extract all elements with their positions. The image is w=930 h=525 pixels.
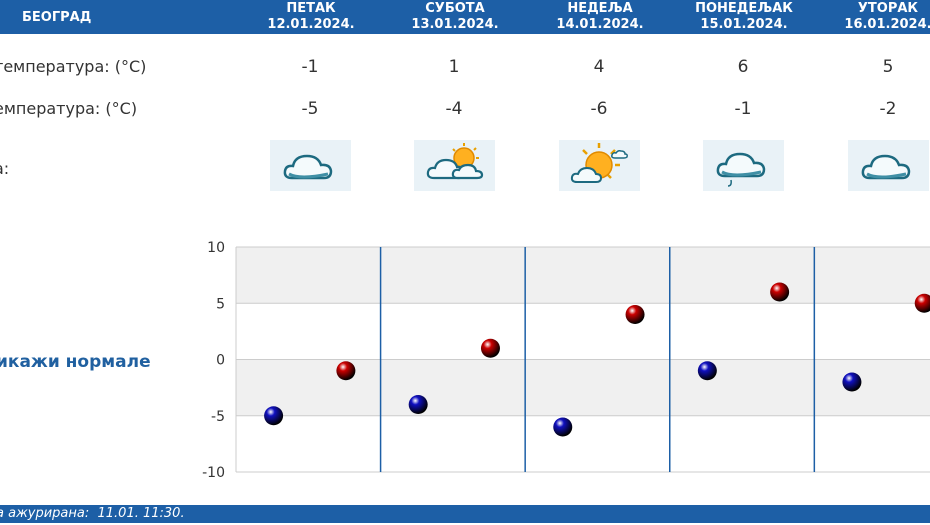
sunny-icon bbox=[559, 140, 640, 191]
day-header-4: ПОНЕДЕЉАК 15.01.2024. bbox=[669, 1, 819, 33]
cloud-drizzle-icon bbox=[703, 140, 784, 191]
max-temp-value: 5 bbox=[882, 57, 894, 77]
cloud-icon bbox=[848, 140, 929, 191]
min-temp-label: емпература: (°C) bbox=[0, 99, 138, 118]
temperature-chart: 10 5 0 -5 -10 bbox=[202, 240, 930, 480]
min-temp-value: -6 bbox=[590, 99, 608, 119]
day-name: УТОРАК bbox=[857, 1, 919, 16]
day-name: ПЕТАК bbox=[286, 1, 336, 16]
day-date: 15.01.2024. bbox=[700, 17, 788, 32]
day-date: 14.01.2024. bbox=[556, 17, 644, 32]
weather-label: а: bbox=[0, 159, 10, 178]
max-temp-point bbox=[336, 361, 356, 381]
min-temp-value: -2 bbox=[879, 99, 897, 119]
min-temp-point bbox=[842, 372, 862, 392]
footer-bar: а ажурирана: 11.01. 11:30. bbox=[0, 505, 930, 523]
y-tick-label: 5 bbox=[216, 296, 225, 312]
day-name: СУБОТА bbox=[425, 1, 485, 16]
y-tick-label: -5 bbox=[211, 409, 225, 425]
updated-info: а ажурирана: 11.01. 11:30. bbox=[0, 506, 185, 521]
updated-label: а ажурирана: bbox=[0, 506, 90, 521]
updated-value: 11.01. 11:30. bbox=[97, 506, 185, 521]
day-name: НЕДЕЉА bbox=[567, 1, 633, 16]
show-normals-link[interactable]: икажи нормале bbox=[0, 352, 151, 372]
min-temp-point bbox=[408, 395, 428, 414]
max-temp-point bbox=[914, 293, 930, 313]
day-header-5: УТОРАК 16.01.2024. bbox=[813, 1, 930, 33]
y-tick-label: -10 bbox=[202, 465, 225, 480]
day-date: 12.01.2024. bbox=[267, 17, 355, 32]
y-tick-label: 10 bbox=[207, 240, 225, 256]
day-header-1: ПЕТАК 12.01.2024. bbox=[236, 1, 386, 33]
city-title: БЕОГРАД bbox=[22, 10, 92, 25]
max-temp-point bbox=[625, 305, 645, 324]
max-temp-point bbox=[770, 282, 790, 302]
max-temp-value: -1 bbox=[301, 57, 319, 77]
min-temp-point bbox=[553, 417, 573, 437]
day-date: 16.01.2024. bbox=[844, 17, 930, 32]
partly-cloudy-icon bbox=[414, 140, 495, 191]
max-temp-point bbox=[480, 338, 500, 358]
day-date: 13.01.2024. bbox=[411, 17, 499, 32]
day-header-3: НЕДЕЉА 14.01.2024. bbox=[525, 1, 675, 33]
min-temp-point bbox=[264, 406, 284, 426]
y-tick-label: 0 bbox=[216, 353, 225, 369]
header-bar: БЕОГРАД ПЕТАК 12.01.2024. СУБОТА 13.01.2… bbox=[0, 0, 930, 34]
max-temp-label: температура: (°C) bbox=[0, 57, 147, 76]
day-header-2: СУБОТА 13.01.2024. bbox=[380, 1, 530, 33]
min-temp-value: -5 bbox=[301, 99, 319, 119]
max-temp-value: 4 bbox=[593, 57, 605, 77]
day-name: ПОНЕДЕЉАК bbox=[695, 1, 793, 16]
cloud-icon bbox=[270, 140, 351, 191]
max-temp-value: 6 bbox=[737, 57, 749, 77]
min-temp-point bbox=[697, 361, 717, 381]
min-temp-value: -4 bbox=[445, 99, 463, 119]
max-temp-value: 1 bbox=[448, 57, 460, 77]
min-temp-value: -1 bbox=[734, 99, 752, 119]
chart-band bbox=[236, 247, 930, 304]
